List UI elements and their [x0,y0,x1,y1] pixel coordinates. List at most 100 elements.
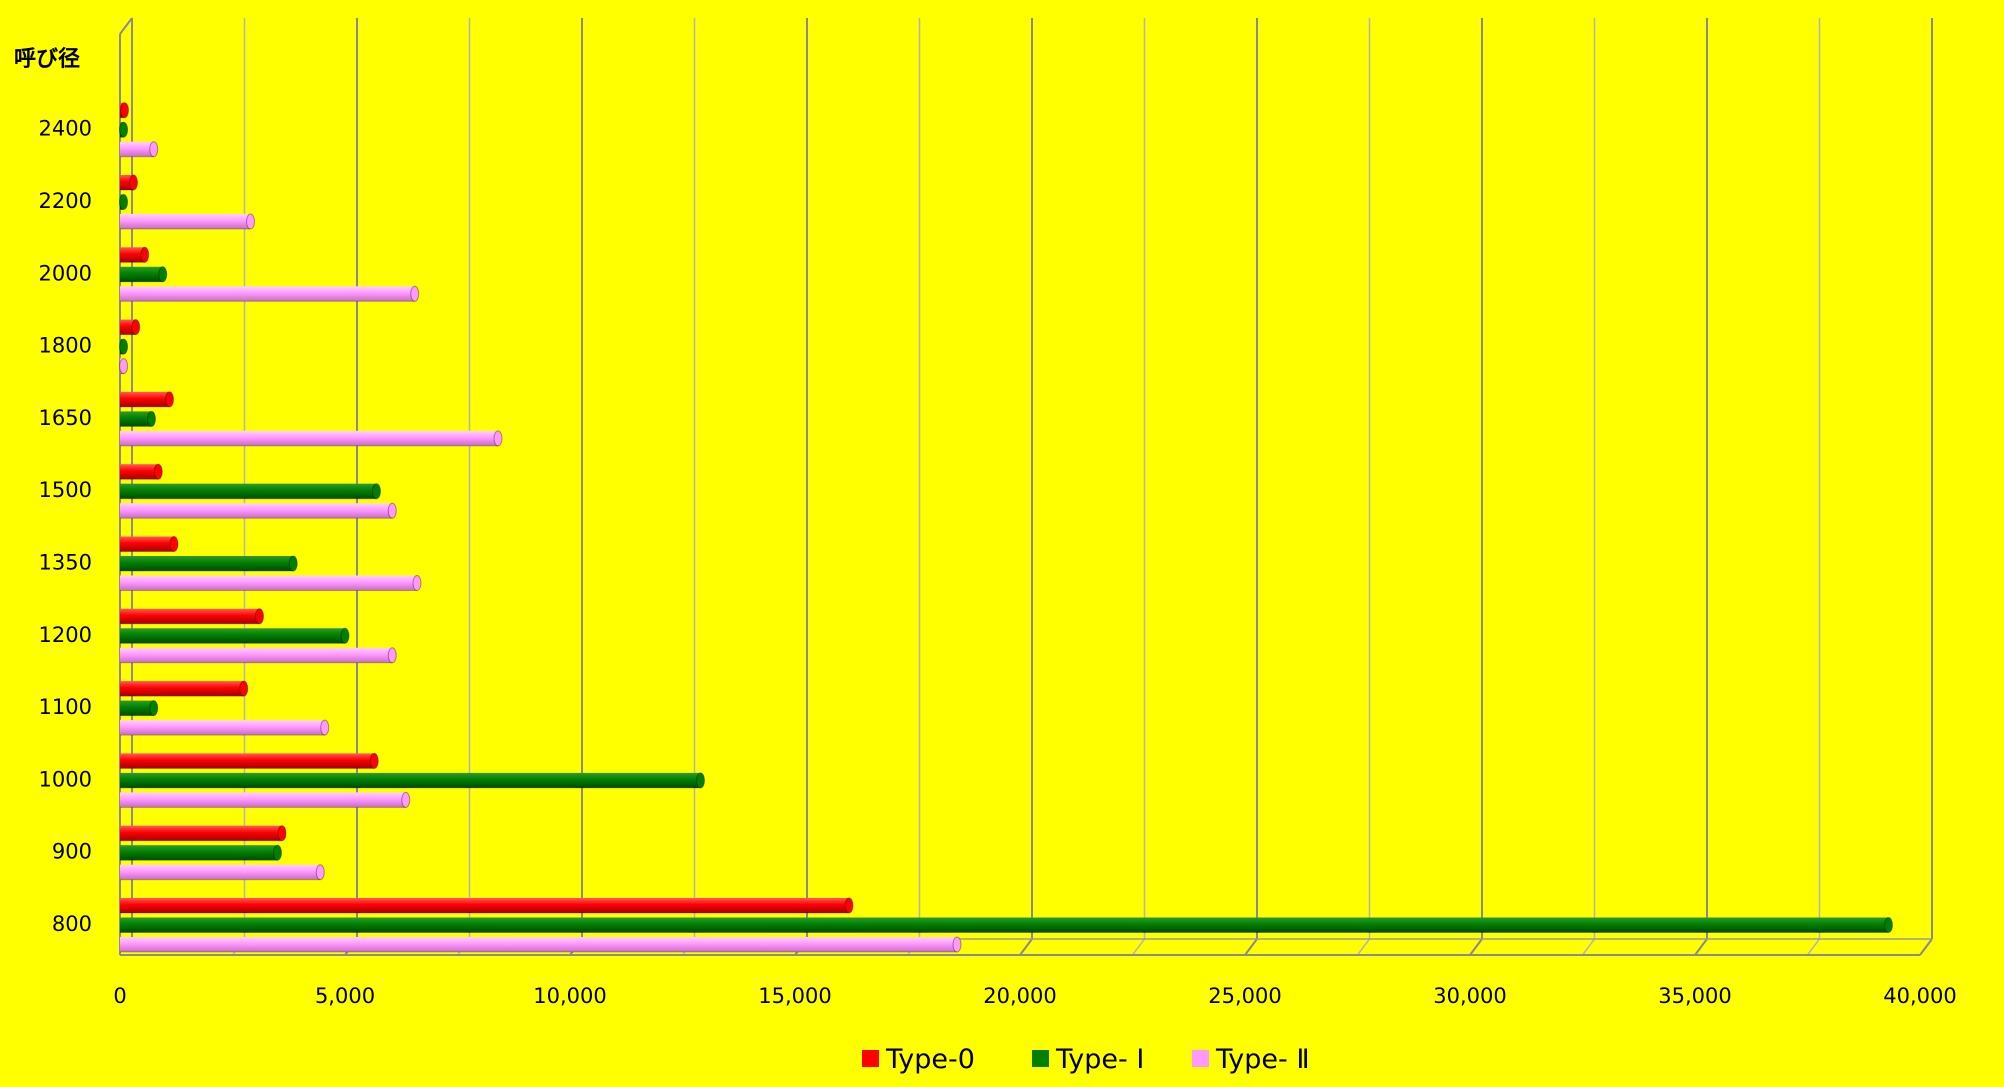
bar-body [120,937,957,952]
x-tick-label: 0 [113,984,126,1008]
bar-cap [246,213,255,230]
bar [120,752,379,769]
gridline-floor [1581,938,1596,956]
bar [120,772,705,789]
bar-body [120,503,393,519]
bar [120,246,150,263]
legend-swatch [862,1050,879,1067]
bar-cap [131,319,141,336]
y-tick-label: 1100 [39,695,92,719]
bar-body [120,647,393,663]
bar-cap [315,864,325,881]
bar-cap [387,502,397,519]
gridline-floor [1244,938,1258,956]
bar [120,319,141,336]
legend-swatch [1192,1050,1209,1067]
bar-cap [696,772,705,789]
y-tick-label: 1350 [39,551,92,575]
bar-cap [493,430,503,447]
bar [119,358,129,375]
bar-cap [273,844,282,861]
bar-cap [1884,917,1893,933]
bar-cap [387,647,397,664]
x-tick-label: 5,000 [315,984,375,1008]
bar-cap [119,338,129,355]
y-tick-label: 2400 [39,117,92,141]
bar-cap [340,627,350,644]
bar-cap [401,791,411,808]
gridline-floor [1919,938,1933,956]
x-tick-label: 35,000 [1658,984,1731,1008]
bar-cap [129,174,138,191]
y-tick-label: 800 [52,912,92,936]
y-tick-label: 1200 [39,623,92,647]
gridline-floor [1131,938,1146,956]
bar-body [120,845,278,861]
bar [120,575,422,591]
bar-body [120,411,152,427]
bar-body [120,575,417,591]
bar-body [120,917,1889,933]
bar-body [120,700,154,716]
axis-left-top [119,17,133,35]
bar-body [120,141,154,157]
bar-cap [119,194,129,210]
bar-cap [120,102,129,119]
bar-cap [149,141,159,158]
gridline-floor [1356,938,1371,956]
bar [120,844,282,861]
bar-body [120,864,321,880]
bar-body [120,825,282,841]
y-tick-label: 1000 [39,767,92,791]
bar [120,700,159,717]
bar [120,917,1893,933]
bar-cap [153,463,163,480]
bar-cap [844,897,854,914]
bar [120,627,350,644]
bar [120,680,249,697]
x-tick-label: 40,000 [1883,984,1956,1008]
bar [120,410,156,427]
bar-body [120,772,701,788]
y-tick-label: 1500 [39,478,92,502]
bar-cap [140,246,150,263]
legend-label: Type- Ⅱ [1215,1044,1310,1075]
bar [120,266,168,283]
bar-body [120,608,260,624]
bar [120,791,411,808]
bar [119,121,129,138]
gridline-floor [1469,938,1483,956]
bar-body [120,391,170,407]
legend-label: Type-0 [885,1044,975,1075]
bar [120,897,854,914]
bar-cap [288,555,298,572]
bar-cap [165,391,174,408]
bar [120,391,174,408]
bar [120,285,420,302]
x-tick-label: 10,000 [533,984,606,1008]
bar-body [120,286,415,302]
bar-body [120,464,159,480]
bar [120,102,129,119]
bar-cap [952,936,962,953]
gridline-floor [1019,938,1033,956]
bar-cap [255,608,264,625]
bar [120,936,962,953]
bar [120,502,397,519]
x-tick-label: 25,000 [1208,984,1281,1008]
bar [120,608,264,625]
bar-body [120,483,377,499]
x-tick-label: 15,000 [758,984,831,1008]
bar [120,864,325,881]
legend-swatch [1032,1050,1049,1067]
y-tick-label: 900 [52,840,92,864]
bar-cap [239,680,249,697]
bar [120,463,163,480]
bar-body [120,319,136,335]
bar [119,194,129,210]
bar-cap [372,483,381,500]
gridline-floor [1694,938,1708,956]
bar-body [120,898,849,913]
bar-body [120,720,325,736]
bar [120,555,298,572]
